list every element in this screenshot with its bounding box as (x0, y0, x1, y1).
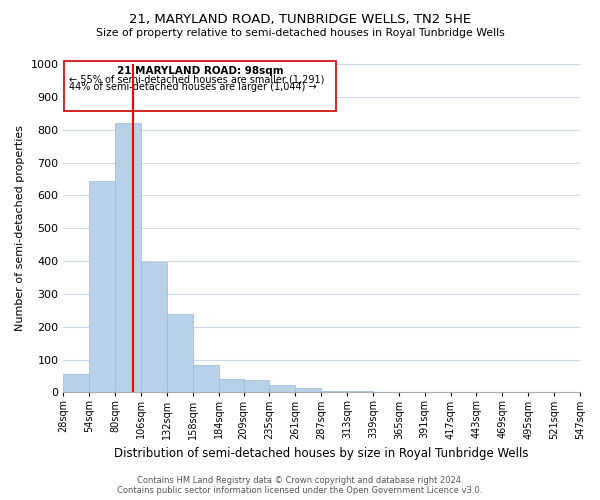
Bar (64, 374, 89, 392)
Bar (295, 388, 321, 392)
Y-axis label: Number of semi-detached properties: Number of semi-detached properties (15, 125, 25, 331)
Text: Size of property relative to semi-detached houses in Royal Tunbridge Wells: Size of property relative to semi-detach… (95, 28, 505, 38)
Text: 44% of semi-detached houses are larger (1,044) →: 44% of semi-detached houses are larger (… (70, 82, 317, 92)
Bar (321, 390, 347, 392)
Bar (115, 123, 141, 392)
X-axis label: Distribution of semi-detached houses by size in Royal Tunbridge Wells: Distribution of semi-detached houses by … (115, 447, 529, 460)
Bar (218, 379, 244, 392)
Text: 21 MARYLAND ROAD: 98sqm: 21 MARYLAND ROAD: 98sqm (117, 66, 284, 76)
Text: ← 55% of semi-detached houses are smaller (1,291): ← 55% of semi-detached houses are smalle… (70, 74, 325, 85)
FancyBboxPatch shape (64, 60, 336, 111)
Bar (89, 180, 115, 392)
Bar (269, 385, 295, 392)
Bar (167, 314, 193, 392)
Bar (193, 365, 218, 392)
Bar (244, 380, 269, 392)
Bar (141, 262, 167, 392)
Text: 21, MARYLAND ROAD, TUNBRIDGE WELLS, TN2 5HE: 21, MARYLAND ROAD, TUNBRIDGE WELLS, TN2 … (129, 12, 471, 26)
Text: Contains HM Land Registry data © Crown copyright and database right 2024.
Contai: Contains HM Land Registry data © Crown c… (118, 476, 482, 495)
